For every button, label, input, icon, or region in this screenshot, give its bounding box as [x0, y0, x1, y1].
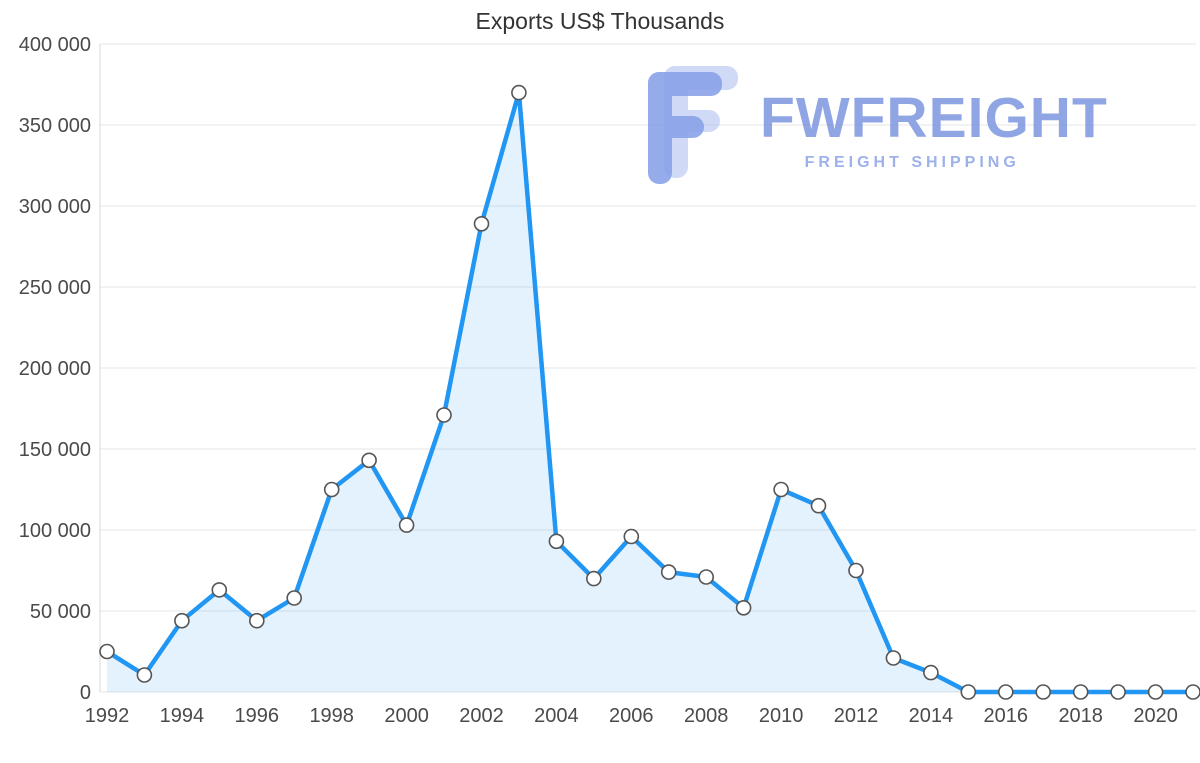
x-axis-tick-label: 2012 — [834, 705, 879, 727]
x-axis-tick-label: 2008 — [684, 705, 729, 727]
data-point-marker[interactable] — [436, 407, 452, 423]
y-axis-tick-label: 300 000 — [19, 196, 91, 218]
chart-title: Exports US$ Thousands — [475, 8, 725, 34]
data-point-marker[interactable] — [361, 452, 377, 469]
y-axis-tick-label: 0 — [80, 682, 91, 704]
data-point-marker[interactable] — [1072, 684, 1089, 700]
y-axis-tick-label: 50 000 — [30, 601, 91, 623]
x-axis-tick-label: 1998 — [309, 705, 354, 727]
x-axis-tick-label: 2000 — [384, 705, 429, 727]
data-point-marker[interactable] — [211, 582, 228, 598]
data-point-marker[interactable] — [698, 569, 715, 585]
x-axis-tick-label: 2006 — [609, 705, 654, 727]
data-point-marker[interactable] — [885, 650, 902, 666]
x-axis-tick-label: 2018 — [1058, 705, 1103, 727]
data-point-marker[interactable] — [473, 216, 490, 232]
x-axis-tick-label: 2002 — [459, 705, 504, 727]
x-axis-tick-label: 2004 — [534, 705, 579, 727]
y-axis-tick-label: 350 000 — [19, 115, 91, 137]
data-point-marker[interactable] — [773, 481, 789, 498]
x-axis-tick-label: 2010 — [759, 705, 804, 727]
data-point-marker[interactable] — [923, 664, 939, 681]
y-axis-tick-label: 400 000 — [19, 34, 91, 56]
data-point-marker[interactable] — [848, 562, 864, 579]
x-axis-tick-label: 1994 — [160, 705, 205, 727]
data-point-marker[interactable] — [511, 84, 527, 101]
series-area-fill — [107, 92, 1193, 693]
x-axis-tick-label: 1992 — [85, 705, 130, 727]
data-point-marker[interactable] — [1035, 684, 1051, 700]
data-point-marker[interactable] — [997, 684, 1014, 700]
x-axis-tick-label: 1996 — [235, 705, 280, 727]
y-axis-tick-label: 200 000 — [19, 358, 91, 380]
y-axis-tick-label: 250 000 — [19, 277, 91, 299]
data-point-marker[interactable] — [548, 533, 565, 550]
data-point-marker[interactable] — [99, 643, 115, 660]
x-axis-tick-label: 2014 — [909, 705, 954, 727]
data-point-marker[interactable] — [1185, 684, 1200, 700]
data-point-marker[interactable] — [1110, 684, 1126, 700]
data-point-marker[interactable] — [398, 517, 415, 533]
y-axis-tick-label: 150 000 — [19, 439, 91, 461]
data-point-marker[interactable] — [174, 612, 190, 629]
data-point-marker[interactable] — [323, 481, 340, 498]
data-point-marker[interactable] — [810, 497, 827, 514]
data-point-marker[interactable] — [248, 612, 265, 629]
data-point-marker[interactable] — [660, 564, 677, 580]
data-point-marker[interactable] — [735, 599, 752, 616]
y-axis-tick-label: 100 000 — [19, 520, 91, 542]
data-point-marker[interactable] — [1147, 684, 1164, 700]
x-axis-tick-label: 2016 — [984, 705, 1029, 727]
data-point-marker[interactable] — [623, 528, 640, 545]
data-point-marker[interactable] — [136, 667, 153, 683]
x-axis-tick-label: 2020 — [1133, 705, 1178, 727]
data-point-marker[interactable] — [960, 684, 977, 700]
data-point-marker[interactable] — [286, 590, 303, 606]
data-point-marker[interactable] — [585, 570, 602, 587]
